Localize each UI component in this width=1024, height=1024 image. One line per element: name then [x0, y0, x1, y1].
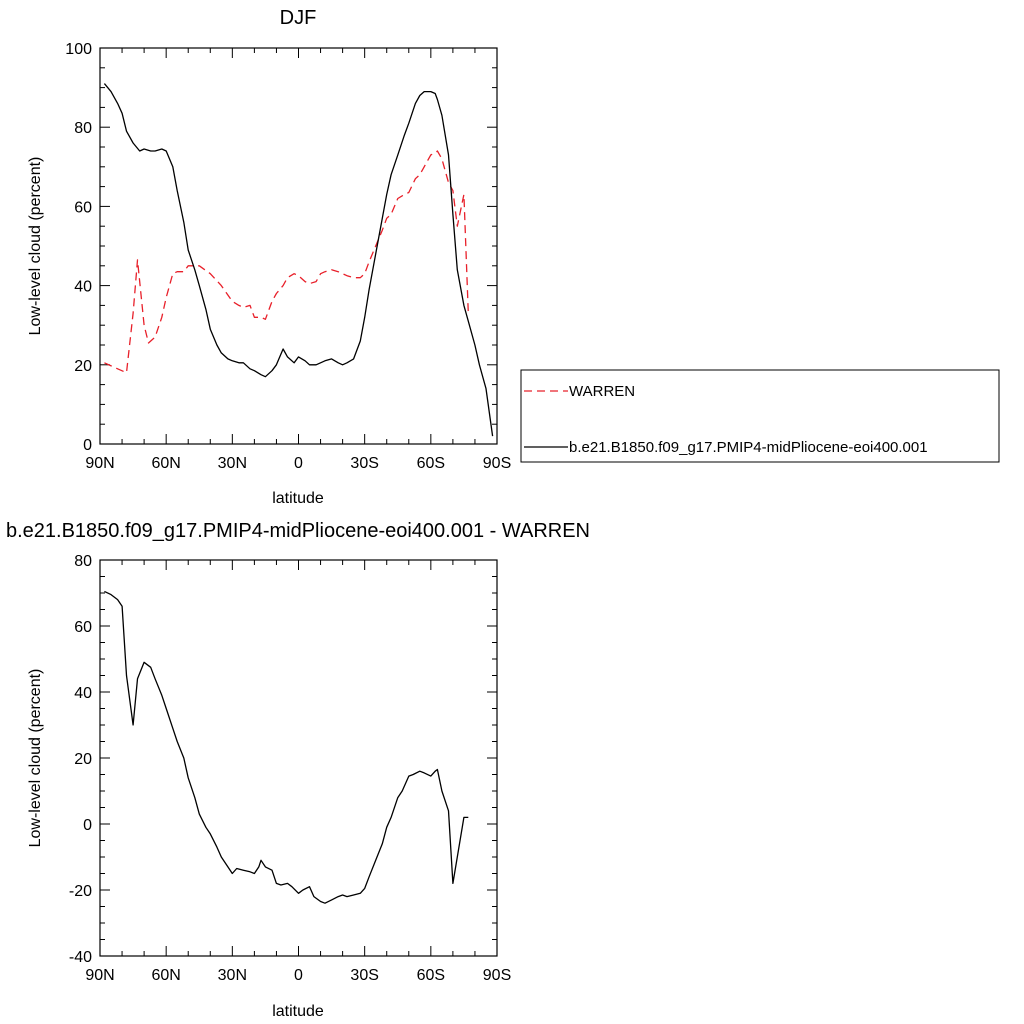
bottom-y-tick-label: 40: [74, 685, 92, 702]
top-chart-frame: [99, 47, 498, 445]
bottom-y-tick-label: 80: [74, 553, 92, 570]
top-y-ticks: 0 20 40 60 80 100: [65, 41, 497, 454]
bottom-x-tick-label: 30N: [218, 967, 247, 984]
bottom-series-group: [104, 590, 469, 904]
bottom-y-tick-label: 0: [83, 817, 92, 834]
top-y-tick-label: 0: [83, 437, 92, 454]
top-y-tick-label: 60: [74, 199, 92, 216]
bottom-y-tick-label: 20: [74, 751, 92, 768]
top-series-line-warren: [104, 150, 469, 374]
top-x-tick-label: 0: [294, 455, 303, 472]
bottom-chart-title: b.e21.B1850.f09_g17.PMIP4-midPliocene-eo…: [6, 520, 590, 542]
bottom-y-ticks: -40 -20 0 20 40 60 80: [69, 553, 497, 966]
top-x-tick-label: 90S: [483, 455, 511, 472]
bottom-series-line-model: [104, 590, 469, 904]
bottom-y-axis-label: Low-level cloud (percent): [27, 669, 44, 848]
bottom-x-tick-label: 60N: [151, 967, 180, 984]
top-y-tick-label: 40: [74, 279, 92, 296]
top-chart-legend: WARREN b.e21.B1850.f09_g17.PMIP4-midPlio…: [520, 369, 1000, 463]
top-x-tick-label: 30N: [218, 455, 247, 472]
top-x-axis-label: latitude: [272, 490, 324, 507]
legend-label-warren: WARREN: [569, 383, 635, 400]
top-y-axis-label: Low-level cloud (percent): [27, 157, 44, 336]
top-x-tick-label: 60S: [417, 455, 445, 472]
bottom-x-axis-label: latitude: [272, 1003, 324, 1020]
top-y-tick-label: 20: [74, 358, 92, 375]
top-series-group: [103, 83, 494, 437]
bottom-x-ticks: 90N 60N 30N 0 30S 60S 90S: [85, 560, 511, 984]
bottom-chart-panel: b.e21.B1850.f09_g17.PMIP4-midPliocene-eo…: [6, 520, 590, 1020]
top-x-ticks: 90N 60N 30N 0 30S 60S 90S: [85, 48, 511, 472]
bottom-y-tick-label: -40: [69, 949, 92, 966]
top-y-tick-label: 80: [74, 120, 92, 137]
legend-box: [520, 369, 1000, 463]
bottom-chart-frame: [99, 559, 498, 957]
top-chart-title: DJF: [280, 7, 317, 29]
top-series-line-model: [103, 83, 494, 437]
bottom-x-tick-label: 0: [294, 967, 303, 984]
bottom-x-tick-label: 30S: [350, 967, 378, 984]
legend-label-model: b.e21.B1850.f09_g17.PMIP4-midPliocene-eo…: [569, 439, 928, 456]
top-x-tick-label: 90N: [85, 455, 114, 472]
top-chart-panel: DJF 0 20 40 60 80 100 90N 60N 30N 0 30S 60S 90S lat…: [27, 7, 511, 507]
top-y-tick-label: 100: [65, 41, 92, 58]
bottom-y-tick-label: -20: [69, 883, 92, 900]
bottom-x-tick-label: 60S: [417, 967, 445, 984]
bottom-y-tick-label: 60: [74, 619, 92, 636]
bottom-x-tick-label: 90S: [483, 967, 511, 984]
top-x-tick-label: 30S: [350, 455, 378, 472]
top-x-tick-label: 60N: [151, 455, 180, 472]
bottom-x-tick-label: 90N: [85, 967, 114, 984]
